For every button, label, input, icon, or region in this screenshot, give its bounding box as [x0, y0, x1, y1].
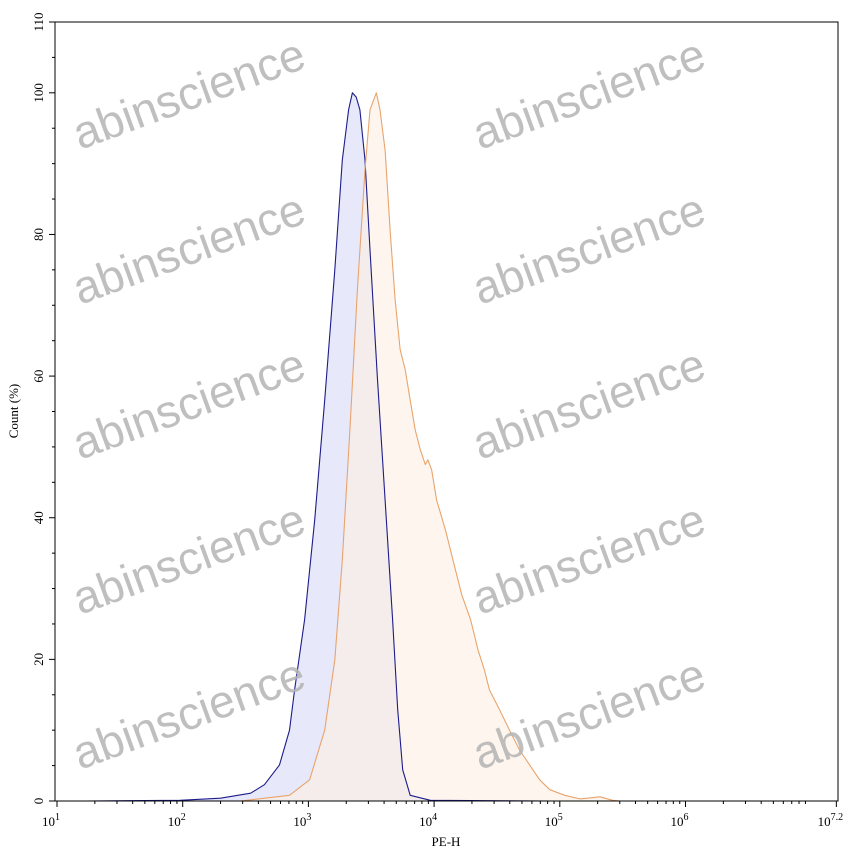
series-1-fill — [86, 92, 550, 802]
x-axis-label: PE-H — [432, 834, 461, 849]
y-tick-label: 80 — [31, 228, 46, 241]
watermark-text: abinscience — [66, 492, 312, 624]
x-tick-label: 101 — [42, 812, 60, 829]
watermark-text: abinscience — [66, 182, 312, 314]
watermark-text: abinscience — [66, 27, 312, 159]
y-tick-label: 20 — [31, 653, 46, 666]
y-tick-label: 60 — [31, 370, 46, 383]
axes-layer: 101 102 103 104 105 106 107.2 0 20 40 60 80 100 110 — [31, 12, 843, 829]
watermark-text: abinscience — [466, 647, 712, 779]
watermark-text: abinscience — [466, 492, 712, 624]
y-axis-label: Count (%) — [6, 384, 21, 439]
series-layer — [85, 92, 621, 802]
watermark-text: abinscience — [466, 182, 712, 314]
y-tick-label: 110 — [31, 12, 46, 31]
x-tick-label: 105 — [545, 812, 563, 829]
watermark-text: abinscience — [66, 337, 312, 469]
y-tick-label: 100 — [31, 83, 46, 103]
x-tick-label: 104 — [419, 812, 437, 829]
series-2-fill — [240, 92, 621, 802]
series-1-line — [85, 92, 550, 802]
x-tick-label: 107.2 — [818, 812, 844, 829]
y-tick-label: 40 — [31, 511, 46, 524]
y-tick-label: 0 — [31, 798, 46, 805]
x-tick-label: 106 — [671, 812, 689, 829]
series-2-line — [240, 92, 621, 802]
watermark-text: abinscience — [466, 27, 712, 159]
x-tick-label: 102 — [168, 812, 186, 829]
watermark-text: abinscience — [466, 337, 712, 469]
x-tick-label: 103 — [293, 812, 311, 829]
watermark-text: abinscience — [66, 647, 312, 779]
